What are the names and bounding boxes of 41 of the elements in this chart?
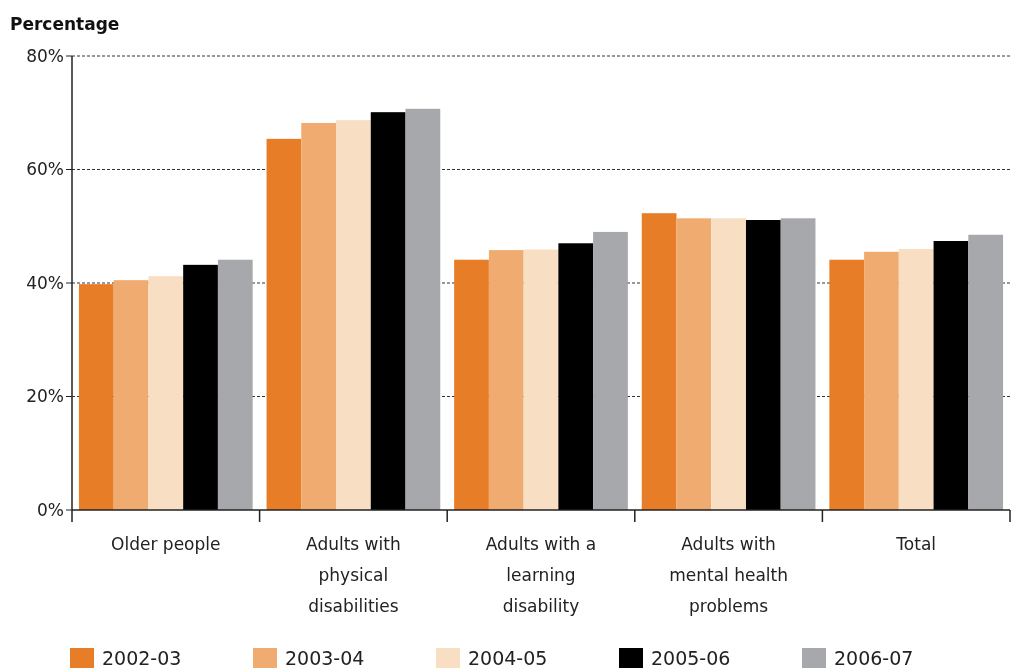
bar	[711, 218, 746, 510]
bar	[829, 259, 865, 510]
bar	[641, 213, 677, 510]
legend-label: 2005-06	[651, 646, 731, 669]
bar	[78, 284, 114, 510]
bar	[864, 251, 899, 510]
bar	[968, 234, 1004, 510]
x-tick-label: Older people	[111, 534, 221, 554]
bar	[558, 243, 594, 510]
y-tick-label: 60%	[26, 159, 64, 180]
bar	[148, 276, 184, 510]
bar	[454, 259, 489, 510]
bar	[898, 248, 934, 510]
x-tick-label: Total	[895, 534, 937, 554]
bar	[301, 122, 337, 510]
bar	[676, 218, 712, 510]
bar	[593, 231, 628, 510]
bar	[488, 250, 524, 510]
y-tick-label: 20%	[26, 386, 64, 407]
bar	[523, 249, 559, 510]
bar	[217, 259, 253, 510]
legend-label: 2003-04	[285, 646, 365, 669]
bar	[183, 264, 218, 510]
x-tick-label: Adults with a learning disability	[485, 534, 597, 616]
bar	[780, 218, 816, 510]
bar	[266, 138, 302, 510]
bar	[113, 280, 149, 510]
y-axis-title: Percentage	[10, 14, 120, 34]
bar	[405, 108, 441, 510]
legend-label: 2002-03	[102, 646, 182, 669]
y-tick-label: 80%	[26, 45, 64, 66]
legend-label: 2004-05	[468, 646, 548, 669]
bar	[745, 220, 781, 510]
x-tick-label: Adults with physical disabilities	[306, 534, 401, 616]
bar	[933, 241, 969, 510]
legend-label: 2006-07	[834, 646, 914, 669]
x-tick-label: Adults with mental health problems	[669, 534, 789, 616]
y-tick-label: 40%	[26, 272, 64, 293]
bar	[336, 120, 371, 510]
y-tick-label: 0%	[37, 499, 64, 520]
bar	[370, 112, 406, 510]
